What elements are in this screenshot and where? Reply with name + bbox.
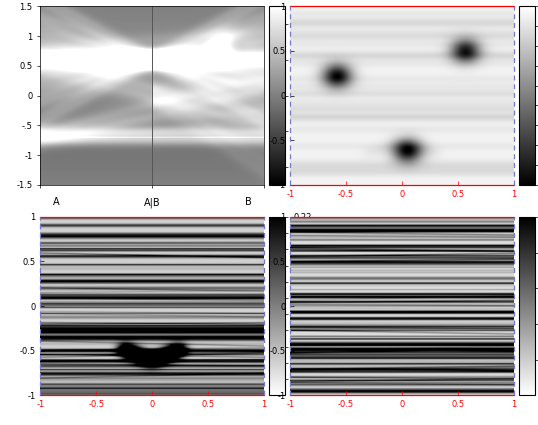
Text: A: A xyxy=(53,197,59,207)
Text: B: B xyxy=(245,197,252,207)
Text: A|B: A|B xyxy=(144,197,160,208)
